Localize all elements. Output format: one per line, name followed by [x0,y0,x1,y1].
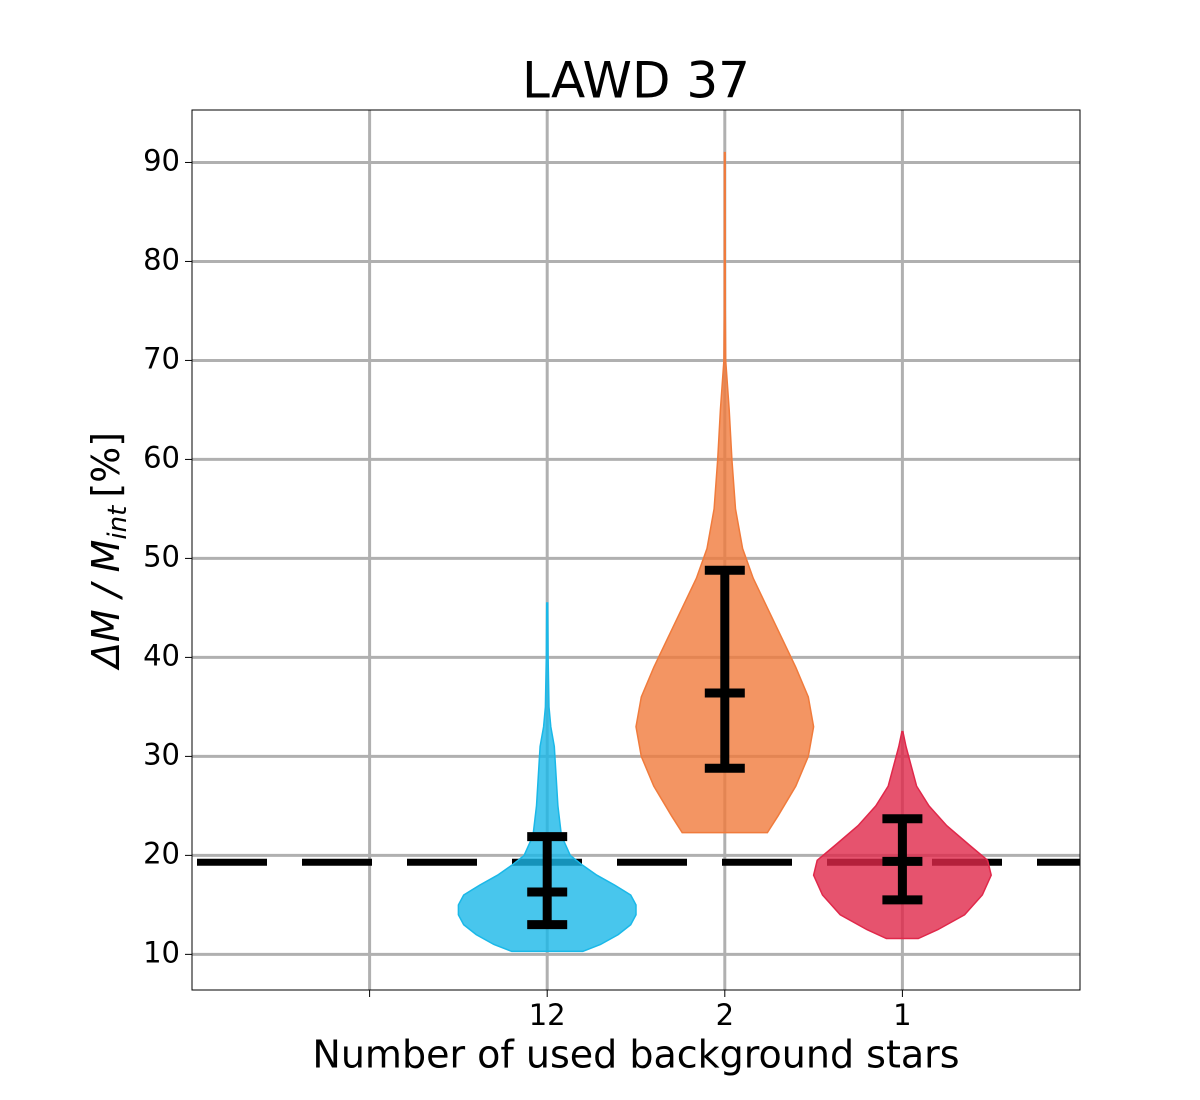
x-axis-label: Number of used background stars [312,1033,959,1077]
y-tick-label: 70 [143,341,180,375]
y-tick-label: 10 [143,935,180,969]
violin-body [635,151,815,834]
chart-title: LAWD 37 [522,52,750,110]
x-tick-label: 1 [893,998,911,1032]
y-tick-label: 90 [143,143,180,177]
y-tick-label: 50 [143,539,180,573]
y-tick-label: 20 [143,836,180,870]
x-tick-label: 12 [529,998,566,1032]
y-axis-label: ΔM / Mint [%] [84,432,133,671]
x-tick-label: 2 [716,998,734,1032]
y-axis-label-unit: [%] [84,432,128,498]
y-tick-label: 60 [143,440,180,474]
y-tick-label: 80 [143,242,180,276]
violin-body [457,602,637,953]
plot-frame [191,109,1081,991]
y-axis-label-main: ΔM / M [84,540,128,672]
y-axis-label-subscript: int [103,505,133,540]
y-tick-label: 30 [143,737,180,771]
y-tick-label: 40 [143,638,180,672]
